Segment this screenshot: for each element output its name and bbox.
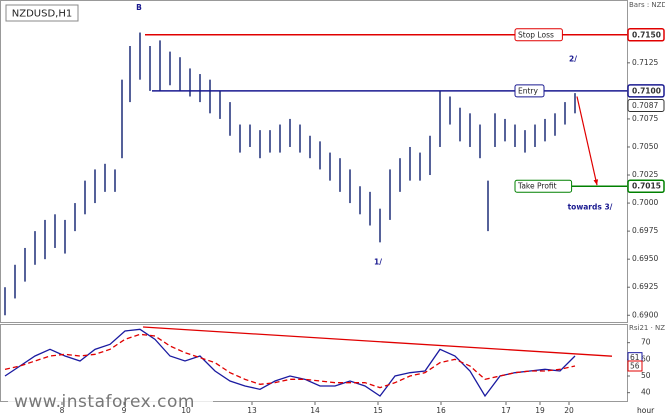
x-tick-label: 13 (247, 406, 257, 415)
level-value-box (627, 84, 665, 98)
rsi-label: Rsi21 · NZDUSD (629, 324, 665, 332)
y-tick-label: 0.6950 (632, 254, 658, 263)
rsi-value: 61 (630, 353, 640, 362)
chart-title: NZDUSD,H1 (12, 9, 72, 20)
y-tick-label: 60 (641, 354, 651, 363)
y-tick-label: 0.7075 (632, 114, 658, 123)
x-tick-label: 9 (122, 406, 127, 415)
x-tick-label: 15 (373, 406, 383, 415)
y-tick-label: 0.7050 (632, 142, 658, 151)
y-tick-label: 0.7125 (632, 58, 658, 67)
level-value: 0.7015 (632, 182, 661, 191)
level-value-box (627, 179, 665, 193)
y-tick-label: 0.6975 (632, 226, 658, 235)
x-axis-label: hour (637, 406, 655, 415)
y-tick-label: 70 (641, 338, 651, 347)
y-tick-label: 0.6925 (632, 282, 658, 291)
y-tick-label: 0.7000 (632, 198, 658, 207)
rsi-line (4, 328, 576, 398)
last-price: 0.7087 (632, 101, 658, 110)
level-tag (514, 179, 573, 193)
annotation: towards 3/ (568, 203, 613, 212)
rsi-line (4, 333, 576, 389)
last-price-box (627, 98, 665, 112)
x-tick-label: 20 (564, 406, 574, 415)
watermark-bg (8, 388, 213, 414)
level-name: Entry (518, 86, 539, 95)
rsi-value-box (627, 360, 643, 372)
x-tick-label: 19 (535, 406, 545, 415)
y-tick-label: 0.6900 (632, 310, 658, 319)
y-tick-label: 0.7025 (632, 170, 658, 179)
y-tick-label: 40 (641, 388, 651, 397)
trendline (142, 326, 613, 357)
title-box (5, 4, 79, 22)
level-name: Stop Loss (518, 30, 554, 39)
level-name: Take Profit (517, 182, 557, 191)
level-value: 0.7150 (632, 30, 661, 39)
x-tick-label: 10 (181, 406, 191, 415)
price-panel (0, 0, 628, 323)
arrow (576, 96, 598, 186)
x-tick-label: 17 (501, 406, 511, 415)
rsi-value: 56 (630, 362, 640, 371)
level-tag (514, 28, 563, 42)
x-tick-label: 14 (310, 406, 320, 415)
level-value: 0.7100 (632, 86, 661, 95)
level-value-box (627, 28, 665, 42)
level-tag (514, 84, 545, 98)
price-label: Bars : NZDUSD (629, 1, 665, 9)
watermark: www.instaforex.com (14, 392, 195, 412)
x-tick-label: 8 (60, 406, 65, 415)
annotation: 1/ (374, 258, 382, 267)
arrow-head (593, 179, 599, 186)
x-tick-label: 16 (436, 406, 446, 415)
y-tick-label: 50 (641, 371, 651, 380)
annotation: B (136, 3, 142, 12)
annotation: 2/ (569, 54, 577, 63)
